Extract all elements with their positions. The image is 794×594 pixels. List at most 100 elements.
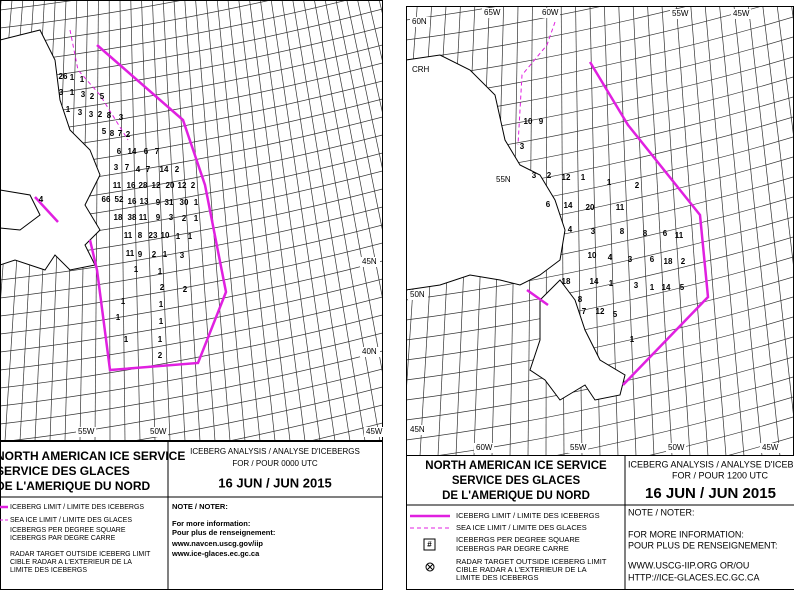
note: NOTE / NOTER: [628, 507, 695, 517]
iceberg-count: 9 [156, 213, 161, 222]
label-bg [408, 290, 428, 300]
iceberg-count: 11 [126, 249, 135, 258]
meridian [776, 6, 794, 142]
iceberg-count: 8 [138, 231, 143, 240]
sea-ice-limit [69, 29, 129, 141]
coastline [529, 279, 626, 401]
meridian [270, 0, 336, 441]
iceberg-count: 6 [117, 147, 122, 156]
iceberg-count: 8 [110, 129, 115, 138]
note: NOTE / NOTER: [172, 502, 228, 511]
meridian [238, 0, 291, 441]
iceberg-count: 3 [591, 227, 596, 236]
iceberg-count: 1 [70, 73, 75, 82]
iceberg-count: 38 [128, 213, 137, 222]
iceberg-count: 3 [180, 251, 185, 260]
info: WWW.USCG-IIP.ORG OR/OU [628, 560, 749, 570]
parallel [645, 416, 794, 456]
label-bg [410, 17, 430, 27]
legend-item: ICEBERGS PAR DEGRE CARRE [456, 544, 569, 553]
iceberg-count: 2 [152, 250, 157, 259]
iceberg-count: 1 [66, 105, 71, 114]
iceberg-count: 2 [635, 181, 640, 190]
iceberg-count: 5 [100, 92, 105, 101]
meridian [647, 6, 673, 456]
iceberg-limit [526, 288, 549, 307]
meridian [690, 6, 727, 456]
meridian [94, 0, 99, 441]
meridian [357, 0, 383, 117]
parallel [406, 296, 794, 381]
legend-symbol: # [427, 540, 432, 549]
meridian [260, 0, 321, 441]
iceberg-count: 7 [146, 165, 151, 174]
iceberg-count: 20 [166, 181, 175, 190]
latitude-label: 50N [410, 290, 425, 299]
parallel [0, 0, 79, 11]
iceberg-count: 2 [183, 285, 188, 294]
parallel [0, 0, 186, 29]
legend-item: LIMITE DES ICEBERGS [456, 573, 539, 582]
legend-item: ICEBERG LIMIT / LIMITE DES ICEBERGS [10, 504, 144, 511]
iceberg-count: 1 [80, 75, 85, 84]
iceberg-count: 3 [634, 281, 639, 290]
iceberg-count: 5 [613, 310, 618, 319]
longitude-label: 55W [570, 443, 587, 452]
iceberg-count: 10 [524, 117, 533, 126]
parallel [0, 206, 383, 281]
label-bg [76, 427, 96, 437]
legend-item: RADAR TARGET OUTSIDE ICEBERG LIMIT [10, 551, 151, 558]
title: SERVICE DES GLACES [0, 464, 130, 478]
title: NORTH AMERICAN ICE SERVICE [0, 449, 185, 463]
iceberg-count: 18 [562, 277, 571, 286]
parallel [227, 404, 383, 441]
iceberg-count: 2 [182, 214, 187, 223]
iceberg-count: 28 [139, 181, 148, 190]
meridian [292, 0, 366, 441]
iceberg-count: 3 [78, 108, 83, 117]
meridian [206, 0, 246, 441]
iceberg-count: 12 [562, 173, 571, 182]
label-bg [666, 443, 686, 453]
info: www.ice-glaces.ec.gc.ca [171, 549, 260, 558]
meridian [249, 0, 306, 441]
iceberg-count: 5 [680, 283, 685, 292]
iceberg-count: 4 [136, 165, 141, 174]
iceberg-count: 1 [159, 300, 164, 309]
iceberg-count: 1 [158, 267, 163, 276]
iceberg-count: 1 [134, 265, 139, 274]
legend-item: LIMITE DES ICEBERGS [10, 567, 87, 574]
iceberg-count: 14 [590, 277, 599, 286]
iceberg-count: 10 [161, 231, 170, 240]
iceberg-count: 9 [156, 198, 161, 207]
iceberg-count: 1 [70, 88, 75, 97]
legend-item: SEA ICE LIMIT / LIMITE DES GLACES [456, 523, 587, 532]
grid-label: 65W [484, 8, 501, 17]
meridian [661, 6, 691, 456]
iceberg-count: 11 [616, 203, 625, 212]
meridian [733, 6, 781, 456]
meridian [184, 0, 216, 441]
iceberg-count: 14 [160, 165, 169, 174]
sea-ice-limit [517, 21, 556, 146]
parallel [552, 396, 794, 456]
meridian [303, 0, 381, 441]
iceberg-count: 6 [144, 147, 149, 156]
iceberg-count: 16 [128, 197, 137, 206]
iceberg-count: 4 [608, 253, 613, 262]
iceberg-count: 66 [102, 195, 111, 204]
legend-item: CIBLE RADAR A L'EXTERIEUR DE LA [456, 565, 587, 574]
parallel [5, 368, 383, 441]
label-bg [482, 8, 502, 18]
station-label: CRH [412, 65, 430, 74]
parallel [406, 256, 794, 341]
latitude-label: 40N [362, 347, 377, 356]
iceberg-count: 4 [39, 195, 44, 204]
title: NORTH AMERICAN ICE SERVICE [425, 460, 607, 472]
longitude-label: 50W [150, 427, 167, 436]
label-bg [410, 65, 430, 75]
info: For more information: [172, 519, 250, 528]
parallel [406, 356, 794, 441]
iceberg-count: 3 [169, 213, 174, 222]
